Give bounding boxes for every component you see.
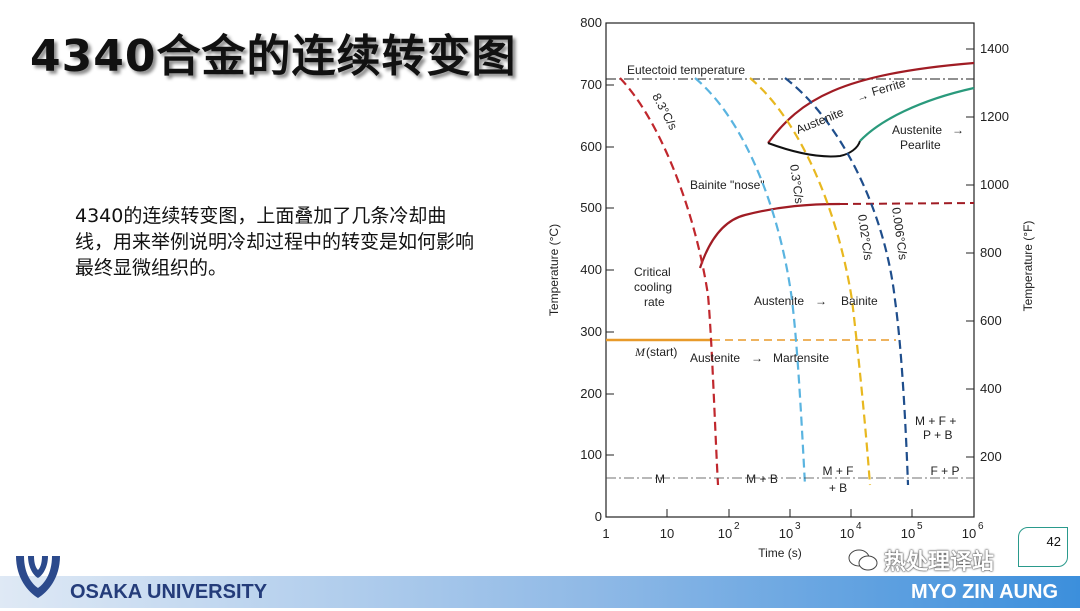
- tick-x-1000: 10: [779, 526, 793, 541]
- wechat-icon: [848, 549, 878, 571]
- tick-x-1e6-exp: 6: [978, 521, 984, 532]
- tick-x-1000-exp: 3: [795, 521, 801, 532]
- tick-c-300: 300: [580, 324, 602, 339]
- label-bainite-nose: Bainite "nose": [690, 178, 765, 192]
- page-number: 42: [1018, 527, 1068, 567]
- label-mfpb-2: P + B: [923, 428, 952, 442]
- cct-diagram-svg: 0 100 200 300 400 500 600 700 800 Temper…: [547, 15, 1035, 560]
- tick-x-1e5: 10: [901, 526, 915, 541]
- tick-f-1000: 1000: [980, 177, 1009, 192]
- arrow-icon: →: [751, 351, 763, 365]
- cct-diagram: 0 100 200 300 400 500 600 700 800 Temper…: [540, 10, 1080, 570]
- tick-c-200: 200: [580, 386, 602, 401]
- cooling-curve-8-3: [619, 77, 720, 486]
- tick-f-600: 600: [980, 313, 1002, 328]
- tick-c-100: 100: [580, 447, 602, 462]
- cooling-curve-0-02: [749, 77, 872, 486]
- label-austenite-pearlite-a: Austenite: [892, 123, 942, 137]
- tick-f-1200: 1200: [980, 109, 1009, 124]
- tick-x-1e4: 10: [840, 526, 854, 541]
- watermark-text: 热处理译站: [884, 550, 995, 575]
- tick-f-800: 800: [980, 245, 1002, 260]
- tick-c-800: 800: [580, 15, 602, 30]
- pearlite-start-curve: [859, 86, 975, 142]
- label-m-start-rest: (start): [646, 345, 677, 359]
- label-austenite-pearlite-b: Pearlite: [900, 138, 941, 152]
- tick-c-700: 700: [580, 77, 602, 92]
- label-mfpb-1: M + F +: [915, 414, 956, 428]
- ferrite-start-curve: [767, 61, 975, 144]
- label-critical-2: cooling: [634, 280, 672, 294]
- rate-label-0-006: 0.006°C/s: [889, 206, 910, 260]
- tick-x-1e6: 10: [962, 526, 976, 541]
- arrow-icon: →: [855, 88, 871, 105]
- footer-bar: OSAKA UNIVERSITY MYO ZIN AUNG: [0, 576, 1080, 608]
- zone-m-f-2: + B: [829, 481, 847, 495]
- right-axis-label: Temperature (°F): [1021, 221, 1035, 312]
- university-logo-icon: [10, 548, 66, 606]
- left-axis-tick-labels: 0 100 200 300 400 500 600 700 800: [580, 15, 602, 524]
- label-austenite-bainite-a: Austenite: [754, 294, 804, 308]
- right-axis-tick-labels: 200 400 600 800 1000 1200 1400: [980, 41, 1009, 464]
- right-axis-ticks: [966, 48, 974, 458]
- slide-title: 4340合金的连续转变图: [30, 31, 517, 82]
- label-austenite-ferrite-b: Ferrite: [870, 76, 907, 99]
- left-axis-ticks: [606, 22, 614, 518]
- bainite-start-dashed: [839, 202, 975, 205]
- rate-label-0-02: 0.02°C/s: [855, 213, 875, 261]
- tick-x-1e4-exp: 4: [856, 521, 862, 532]
- x-axis-ticks: [666, 509, 913, 517]
- tick-c-600: 600: [580, 139, 602, 154]
- tick-f-200: 200: [980, 449, 1002, 464]
- label-austenite-martensite-a: Austenite: [690, 351, 740, 365]
- label-austenite-martensite-b: Martensite: [773, 351, 829, 365]
- tick-x-100-exp: 2: [734, 521, 740, 532]
- zone-m: M: [655, 472, 665, 486]
- watermark: 热处理译站: [848, 544, 994, 576]
- tick-x-1: 1: [602, 526, 609, 541]
- footer-author: MYO ZIN AUNG: [910, 581, 1058, 603]
- slide-description: 4340的连续转变图，上面叠加了几条冷却曲线，用来举例说明冷却过程中的转变是如何…: [75, 205, 475, 279]
- x-axis-label: Time (s): [758, 546, 802, 560]
- label-critical-1: Critical: [634, 265, 671, 279]
- x-axis-tick-labels: 1 10 10 2 10 3 10 4 10 5 10 6: [602, 521, 984, 541]
- cooling-curve-0-006: [784, 77, 910, 486]
- tick-x-1e5-exp: 5: [917, 521, 923, 532]
- arrow-icon: →: [815, 294, 827, 308]
- label-austenite-bainite-b: Bainite: [841, 294, 878, 308]
- zone-m-f-1: M + F: [822, 464, 853, 478]
- label-critical-3: rate: [644, 295, 665, 309]
- tick-f-1400: 1400: [980, 41, 1009, 56]
- tick-x-100: 10: [718, 526, 732, 541]
- tick-c-400: 400: [580, 262, 602, 277]
- arrow-icon: →: [952, 123, 964, 137]
- label-m-start-m: M: [634, 345, 646, 359]
- tick-f-400: 400: [980, 381, 1002, 396]
- ferrite-nose-curve: [767, 140, 861, 158]
- cooling-curve-0-3: [694, 77, 807, 486]
- tick-x-10: 10: [660, 526, 674, 541]
- left-axis-label: Temperature (°C): [547, 224, 561, 316]
- rate-label-0-3: 0.3°C/s: [787, 163, 806, 204]
- footer-university: OSAKA UNIVERSITY: [70, 581, 268, 603]
- bainite-start-curve: [698, 202, 841, 269]
- eutectoid-label: Eutectoid temperature: [627, 63, 745, 77]
- zone-m-b: M + B: [746, 472, 778, 486]
- zone-f-p: F + P: [930, 464, 959, 478]
- tick-c-500: 500: [580, 200, 602, 215]
- tick-c-0: 0: [595, 509, 602, 524]
